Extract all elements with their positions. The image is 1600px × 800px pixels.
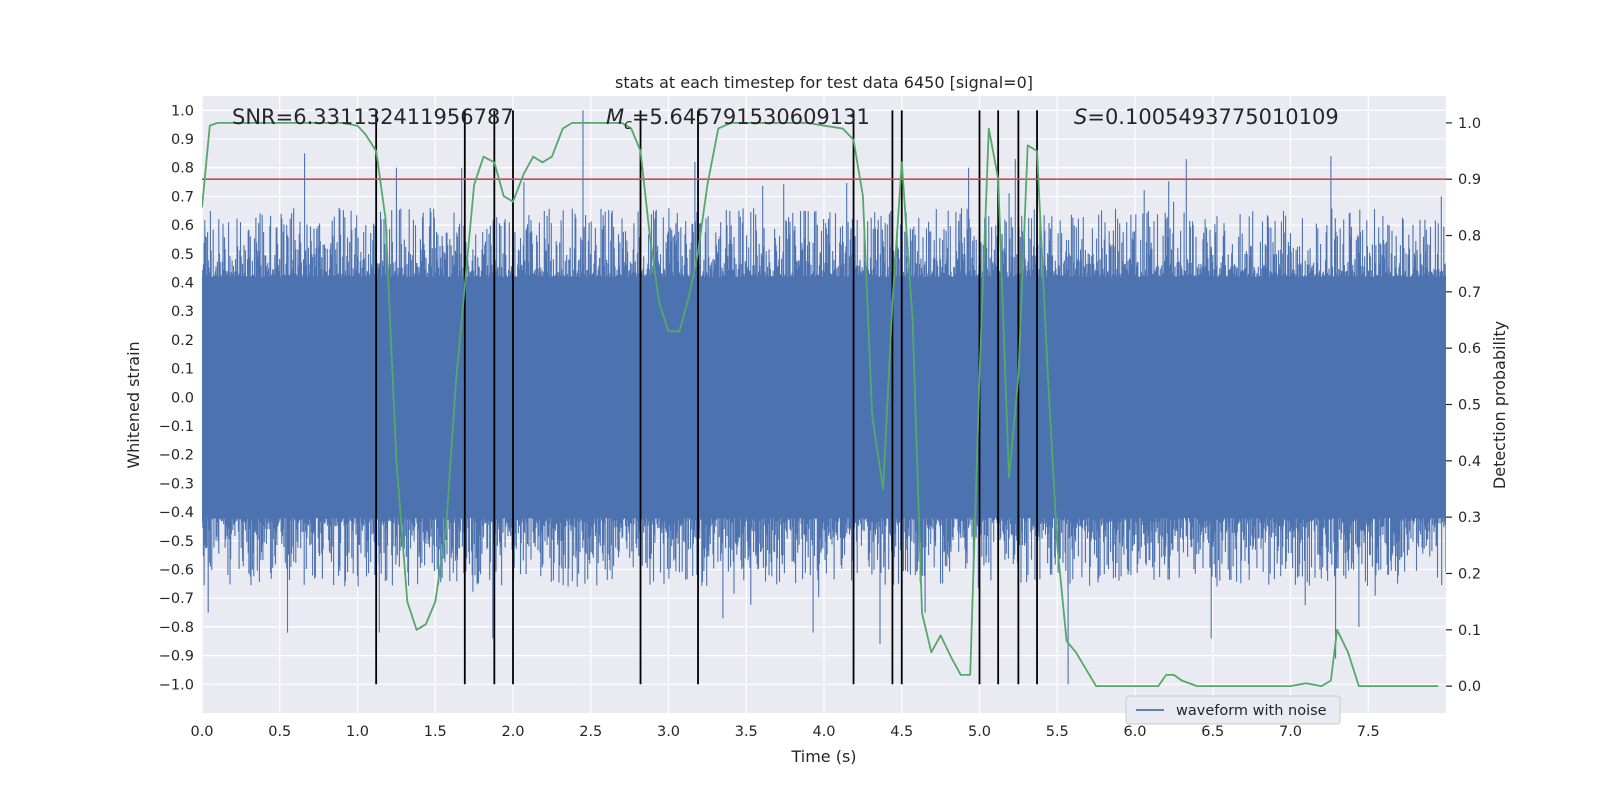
x-tick-label: 7.0	[1279, 724, 1302, 740]
y-tick-label: −1.0	[159, 677, 194, 693]
y-tick-label: 0.9	[171, 132, 194, 148]
y-tick-label: −0.6	[159, 563, 194, 579]
chirp-mass-annotation: Mc=5.645791530609131	[606, 105, 870, 133]
x-tick-label: 7.5	[1357, 724, 1380, 740]
y2-tick-label: 0.2	[1458, 566, 1481, 582]
legend-box	[1125, 695, 1341, 725]
x-tick-label: 2.0	[501, 724, 524, 740]
x-tick-label: 6.5	[1201, 724, 1224, 740]
y-axis-label: Whitened strain	[124, 341, 143, 468]
y-tick-label: −0.9	[159, 649, 194, 665]
y-tick-label: −0.2	[159, 448, 194, 464]
y2-tick-label: 0.7	[1458, 285, 1481, 301]
y2-tick-label: 0.3	[1458, 510, 1481, 526]
y-tick-label: 0.1	[171, 362, 194, 378]
y-axis-ticks: 1.0 0.9 0.8 0.7 0.6 0.5 0.4 0.3 0.2 0.1 0.0 −0.1 −0.…	[159, 103, 194, 693]
snr-annotation: SNR=6.331132411956787	[232, 105, 514, 129]
mc-value: =5.645791530609131	[632, 105, 870, 129]
x-tick-label: 0.0	[190, 724, 213, 740]
y2-tick-label: 0.9	[1458, 172, 1481, 188]
x-tick-label: 2.5	[579, 724, 602, 740]
x-tick-label: 5.0	[968, 724, 991, 740]
x-tick-label: 1.0	[346, 724, 369, 740]
y-tick-label: 0.5	[171, 247, 194, 263]
y2-tick-label: 1.0	[1458, 116, 1481, 132]
legend: waveform with noise	[1125, 695, 1341, 725]
x-tick-label: 1.5	[424, 724, 447, 740]
waveform-line	[202, 110, 1446, 685]
y-tick-label: 0.2	[171, 333, 194, 349]
legend-label: waveform with noise	[1176, 703, 1327, 719]
mc-subscript: c	[624, 117, 632, 133]
x-tick-label: 3.0	[657, 724, 680, 740]
chart-title: stats at each timestep for test data 645…	[615, 73, 1033, 92]
vertical-markers	[375, 110, 1038, 685]
y2-tick-label: 0.4	[1458, 454, 1481, 470]
y-tick-label: −0.7	[159, 591, 194, 607]
y-tick-label: 0.8	[171, 161, 194, 177]
y-tick-label: −0.1	[159, 419, 194, 435]
mc-symbol: M	[606, 105, 624, 129]
s-value: =0.1005493775010109	[1087, 105, 1338, 129]
x-tick-label: 0.5	[268, 724, 291, 740]
y-tick-label: −0.5	[159, 534, 194, 550]
detection-probability-series	[202, 122, 1439, 687]
x-tick-label: 6.0	[1123, 724, 1146, 740]
y-tick-label: 0.6	[171, 218, 194, 234]
y-tick-label: 0.4	[171, 276, 194, 292]
s-symbol: S	[1074, 105, 1087, 129]
y-tick-label: −0.3	[159, 476, 194, 492]
y2-tick-label: 0.8	[1458, 229, 1481, 245]
y-tick-label: 0.7	[171, 189, 194, 205]
y-tick-label: 0.3	[171, 304, 194, 320]
y-tick-label: −0.4	[159, 505, 194, 521]
y2-tick-label: 0.0	[1458, 679, 1481, 695]
y-tick-label: 0.0	[171, 390, 194, 406]
x-tick-label: 5.5	[1046, 724, 1069, 740]
y2-tick-label: 0.5	[1458, 398, 1481, 414]
y-tick-label: −0.8	[159, 620, 194, 636]
y2-axis-ticks: 1.0 0.9 0.8 0.7 0.6 0.5 0.4 0.3 0.2 0.1 0.0	[1446, 116, 1481, 695]
s-annotation: S=0.1005493775010109	[1074, 105, 1339, 129]
x-axis-ticks: 0.0 0.5 1.0 1.5 2.0 2.5 3.0 3.5 4.0 4.5 5.0 5.5 6.0 6…	[190, 724, 1379, 740]
y2-tick-label: 0.6	[1458, 341, 1481, 357]
y-tick-label: 1.0	[171, 103, 194, 119]
x-tick-label: 4.5	[890, 724, 913, 740]
y2-axis-label: Detection probability	[1490, 321, 1509, 489]
y2-tick-label: 0.1	[1458, 623, 1481, 639]
waveform-series	[202, 110, 1446, 685]
probability-line	[202, 122, 1439, 687]
x-tick-label: 4.0	[812, 724, 835, 740]
x-axis-label: Time (s)	[790, 747, 856, 766]
x-tick-label: 3.5	[735, 724, 758, 740]
